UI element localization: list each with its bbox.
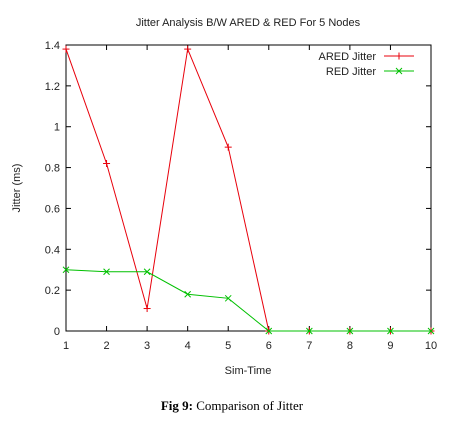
- data-point: [184, 290, 192, 298]
- data-point: [143, 305, 151, 313]
- data-point: [143, 268, 151, 276]
- legend-marker: [395, 52, 403, 60]
- chart-title: Jitter Analysis B/W ARED & RED For 5 Nod…: [136, 17, 361, 29]
- x-tick-label: 3: [144, 340, 150, 352]
- x-tick-label: 6: [266, 340, 272, 352]
- y-tick-label: 1: [54, 122, 60, 134]
- x-tick-label: 4: [185, 340, 191, 352]
- data-point: [224, 294, 232, 302]
- data-point: [387, 327, 394, 335]
- data-point: [224, 143, 232, 151]
- data-point: [62, 266, 70, 274]
- y-axis: 0 0.2 0.4 0.6 0.8 1 1.2 1.4: [45, 40, 431, 338]
- y-tick-label: 0.6: [45, 203, 60, 215]
- legend-label: ARED Jitter: [319, 51, 377, 63]
- series-line-ared-jitter: [65, 47, 431, 332]
- caption-text: Comparison of Jitter: [193, 398, 304, 413]
- y-tick-label: 0.2: [45, 285, 60, 297]
- data-point: [184, 45, 192, 53]
- x-tick-label: 2: [103, 340, 109, 352]
- data-point: [265, 327, 273, 335]
- data-point: [346, 327, 354, 335]
- x-tick-label: 1: [63, 340, 69, 352]
- x-axis-label: Sim-Time: [225, 365, 272, 377]
- legend-label: RED Jitter: [326, 66, 376, 78]
- y-tick-label: 1.2: [45, 81, 60, 93]
- legend-marker: [395, 67, 403, 75]
- x-tick-label: 9: [387, 340, 393, 352]
- data-point: [305, 327, 313, 335]
- y-axis-label: Jitter (ms): [11, 164, 23, 213]
- x-tick-label: 5: [225, 340, 231, 352]
- jitter-line-chart: Jitter Analysis B/W ARED & RED For 5 Nod…: [11, 17, 437, 377]
- y-tick-label: 1.4: [45, 40, 60, 52]
- data-point: [103, 159, 111, 167]
- x-axis: 1 2 3 4 5 6 7 8 9 10: [63, 45, 437, 352]
- series-layer: [62, 45, 435, 335]
- figure-caption: Fig 9: Comparison of Jitter: [0, 398, 464, 414]
- x-tick-label: 7: [306, 340, 312, 352]
- data-point: [103, 268, 110, 276]
- x-tick-label: 10: [425, 340, 437, 352]
- data-point: [427, 327, 435, 335]
- series-line-red-jitter: [65, 269, 431, 332]
- y-tick-label: 0.8: [45, 163, 60, 175]
- y-tick-label: 0: [54, 326, 60, 338]
- data-point: [62, 45, 70, 53]
- plot-frame: [65, 44, 432, 332]
- caption-label: Fig 9:: [160, 398, 193, 413]
- y-tick-label: 0.4: [45, 244, 60, 256]
- x-tick-label: 8: [347, 340, 353, 352]
- legend: ARED Jitter RED Jitter: [319, 51, 414, 78]
